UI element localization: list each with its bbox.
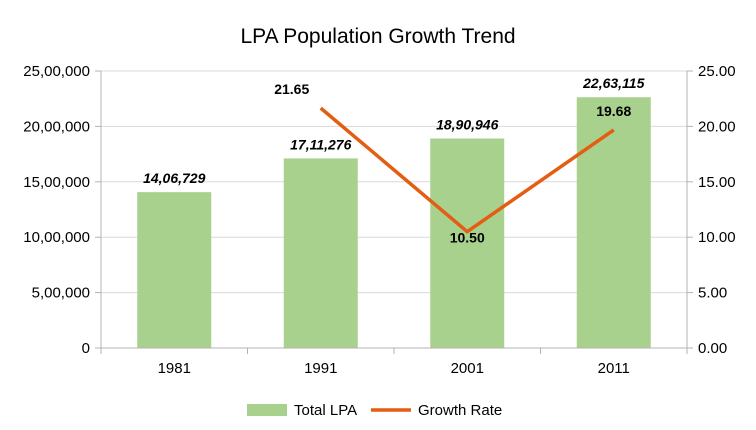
y2-tick-label: 15.00: [698, 174, 736, 191]
y-tick-label: 15,00,000: [23, 174, 90, 191]
x-tick-label: 2001: [451, 360, 484, 377]
y2-tick-label: 20.00: [698, 118, 736, 135]
y2-tick-label: 0.00: [698, 340, 727, 357]
x-tick-label: 1991: [304, 360, 337, 377]
bar-value-label: 18,90,946: [436, 116, 498, 132]
y-tick-label: 5,00,000: [32, 285, 90, 302]
bar-value-label: 22,63,115: [582, 75, 644, 91]
bar-value-label: 14,06,729: [143, 170, 205, 186]
bar-1991: [284, 158, 358, 348]
chart-title: LPA Population Growth Trend: [240, 25, 515, 48]
y2-tick-label: 25.00: [698, 63, 736, 80]
y2-tick-label: 5.00: [698, 285, 727, 302]
bar-series: [137, 97, 651, 348]
x-tick-label: 1981: [158, 360, 191, 377]
growth-rate-label: 21.65: [274, 81, 309, 97]
y2-tick-label: 10.00: [698, 229, 736, 246]
bar-1981: [137, 192, 211, 348]
legend-label-growth-rate: Growth Rate: [418, 402, 502, 419]
y-tick-label: 10,00,000: [23, 229, 90, 246]
bar-2011: [577, 97, 651, 348]
y-tick-label: 20,00,000: [23, 118, 90, 135]
growth-rate-label: 19.68: [596, 103, 631, 119]
y-tick-label: 0: [82, 340, 90, 357]
legend-label-total-lpa: Total LPA: [294, 402, 357, 419]
x-tick-label: 2011: [598, 360, 630, 377]
bar-value-label: 17,11,276: [290, 136, 351, 152]
y-tick-label: 25,00,000: [23, 63, 90, 80]
legend-swatch-total-lpa: [247, 404, 287, 416]
legend: Total LPA Growth Rate: [247, 402, 502, 419]
growth-rate-label: 10.50: [450, 230, 485, 246]
